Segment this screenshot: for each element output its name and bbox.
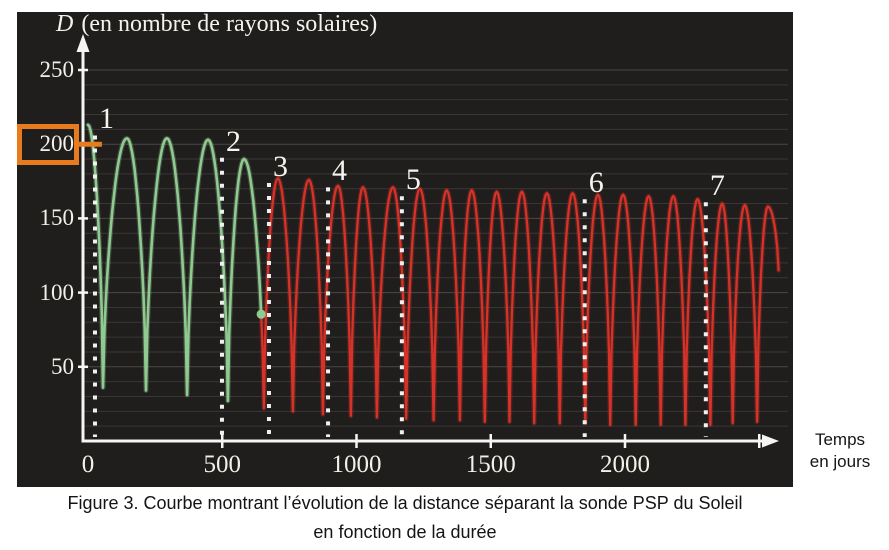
- x-axis-title-line2: en jours: [809, 452, 871, 471]
- gridlines: [83, 69, 788, 427]
- x-axis-title: Temps en jours: [798, 429, 882, 473]
- y-tick-label-200: 200: [39, 131, 75, 157]
- y-axis-unit-text: (en nombre de rayons solaires): [75, 11, 378, 37]
- y-tick-label-100: 100: [39, 279, 75, 305]
- x-axis-arrowhead: [762, 434, 779, 448]
- flyby-label-7: 7: [709, 169, 725, 203]
- past-distance-curve: [86, 123, 263, 403]
- transition-dot: [256, 309, 266, 319]
- x-tick-label-2000: 2000: [600, 451, 650, 478]
- highlight-box: [17, 124, 79, 165]
- current-position-dot: [256, 309, 266, 319]
- figure-caption: Figure 3. Courbe montrant l’évolution de…: [0, 489, 810, 547]
- y-tick-label-150: 150: [39, 205, 75, 231]
- x-axis-title-line1: Temps: [814, 430, 866, 449]
- x-tick-label-1500: 1500: [465, 451, 516, 478]
- y-tick-label-250: 250: [39, 57, 75, 82]
- y-axis-title: D (en nombre de rayons solaires): [56, 11, 377, 38]
- axis-ticks: [78, 68, 761, 448]
- x-tick-label-1000: 1000: [331, 451, 382, 478]
- y-tick-label-50: 50: [51, 353, 74, 379]
- y-axis-variable: D: [56, 11, 74, 37]
- figure-caption-line2: en fonction de la durée: [313, 522, 497, 542]
- flyby-label-1: 1: [98, 102, 114, 136]
- x-tick-label-500: 500: [203, 451, 242, 478]
- x-tick-label-0: 0: [81, 451, 95, 478]
- figure-caption-line1: Figure 3. Courbe montrant l’évolution de…: [67, 493, 743, 513]
- flyby-marker-lines: [92, 135, 708, 437]
- y-axis-arrowhead: [76, 34, 90, 52]
- flyby-label-6: 6: [588, 166, 604, 200]
- flyby-label-4: 4: [332, 154, 348, 188]
- flyby-label-5: 5: [405, 163, 421, 197]
- future-distance-curve: [260, 177, 780, 426]
- axes: [76, 34, 779, 448]
- flyby-label-3: 3: [272, 149, 288, 183]
- flyby-label-2: 2: [225, 124, 241, 158]
